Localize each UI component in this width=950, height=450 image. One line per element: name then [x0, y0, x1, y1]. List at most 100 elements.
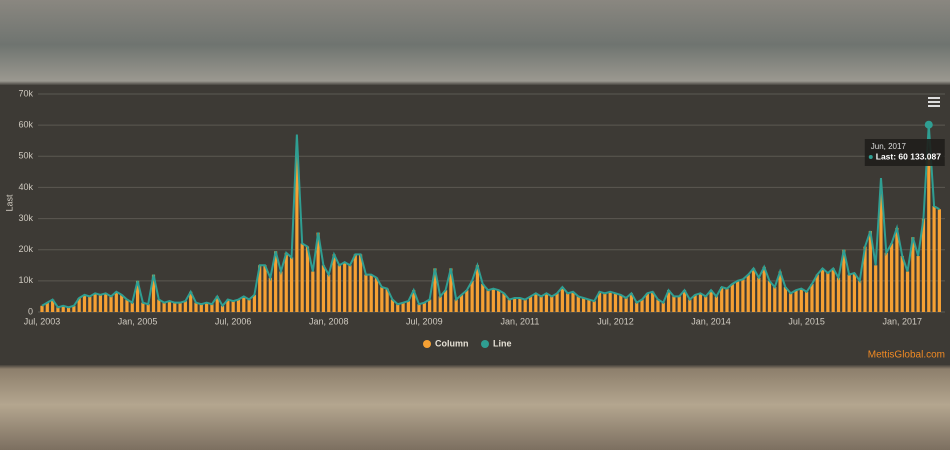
bar [852, 273, 857, 312]
bar [125, 299, 129, 312]
bar [534, 293, 538, 312]
bar [560, 287, 564, 312]
bar [40, 305, 44, 312]
legend-symbol [481, 340, 489, 348]
bar [884, 252, 888, 312]
bar [555, 293, 559, 312]
bar [544, 293, 549, 312]
bar [114, 291, 118, 312]
bar [895, 227, 899, 312]
bar [486, 290, 490, 312]
bar [406, 301, 410, 312]
bar [135, 280, 140, 312]
bar [502, 293, 506, 312]
bar [226, 299, 230, 312]
bar [725, 288, 729, 312]
bar [162, 302, 166, 312]
bar [220, 305, 225, 312]
bar [826, 273, 830, 312]
bar [720, 287, 724, 312]
bar [518, 297, 522, 312]
bar [316, 232, 320, 312]
bar [597, 291, 602, 312]
bar [157, 299, 161, 312]
bar [284, 252, 288, 312]
bar [109, 296, 113, 312]
bar [289, 257, 294, 312]
x-tick-label: Jan, 2014 [691, 316, 731, 326]
x-tick-label: Jul, 2006 [215, 316, 252, 326]
bar [252, 294, 256, 312]
bar [146, 304, 150, 312]
bar [507, 299, 511, 312]
bar [130, 302, 134, 312]
bar [539, 296, 543, 312]
bar [465, 290, 469, 312]
bar [268, 277, 272, 312]
legend-label: Line [493, 338, 512, 348]
credit[interactable]: MettisGlobal.com [868, 350, 945, 361]
bar [327, 274, 331, 312]
bar [576, 296, 580, 312]
bar [120, 294, 124, 312]
bar [773, 287, 777, 312]
bar [178, 302, 182, 312]
bar [874, 265, 878, 312]
bar [454, 299, 458, 312]
bar [348, 265, 352, 312]
bar [167, 301, 172, 312]
bar [550, 296, 554, 312]
bar [528, 296, 533, 312]
bar [900, 255, 904, 312]
menu-bar [928, 97, 940, 99]
bar [523, 299, 527, 312]
bar [587, 299, 591, 312]
x-tick-label: Jan, 2017 [882, 316, 922, 326]
bar [205, 302, 209, 312]
bar [863, 246, 867, 312]
bar [491, 288, 495, 312]
line [41, 124, 940, 309]
bar [831, 268, 835, 312]
bar [714, 296, 718, 312]
bar [736, 280, 740, 312]
bar [783, 287, 787, 312]
bar [762, 266, 766, 312]
bar [311, 271, 315, 312]
tooltip-dot [868, 155, 873, 159]
bar [911, 237, 915, 312]
bar [51, 299, 55, 312]
tooltip-box [864, 139, 945, 166]
bar [56, 307, 60, 312]
bar [656, 299, 660, 312]
bar [810, 283, 814, 312]
bar [619, 294, 623, 312]
bar [433, 268, 437, 312]
tooltip-title: Jun, 2017 [871, 142, 907, 151]
bar [475, 265, 480, 312]
bar [215, 296, 219, 312]
bar [236, 299, 241, 312]
bar [353, 254, 357, 312]
bar [937, 209, 941, 312]
x-tick-label: Jan, 2005 [118, 316, 158, 326]
menu-button[interactable] [928, 97, 940, 107]
bar [247, 299, 251, 312]
legend-label: Column [435, 338, 469, 348]
bar [592, 301, 596, 312]
bar [571, 291, 575, 312]
bar [194, 302, 198, 312]
bar [858, 280, 862, 312]
bar [449, 268, 453, 312]
x-tick-label: Jul, 2003 [24, 316, 61, 326]
bar [693, 294, 697, 312]
bar [688, 299, 692, 312]
bar [343, 262, 347, 312]
y-axis-title: Last [4, 194, 14, 212]
bar [921, 218, 926, 312]
bar [401, 302, 405, 312]
bar [45, 302, 49, 312]
